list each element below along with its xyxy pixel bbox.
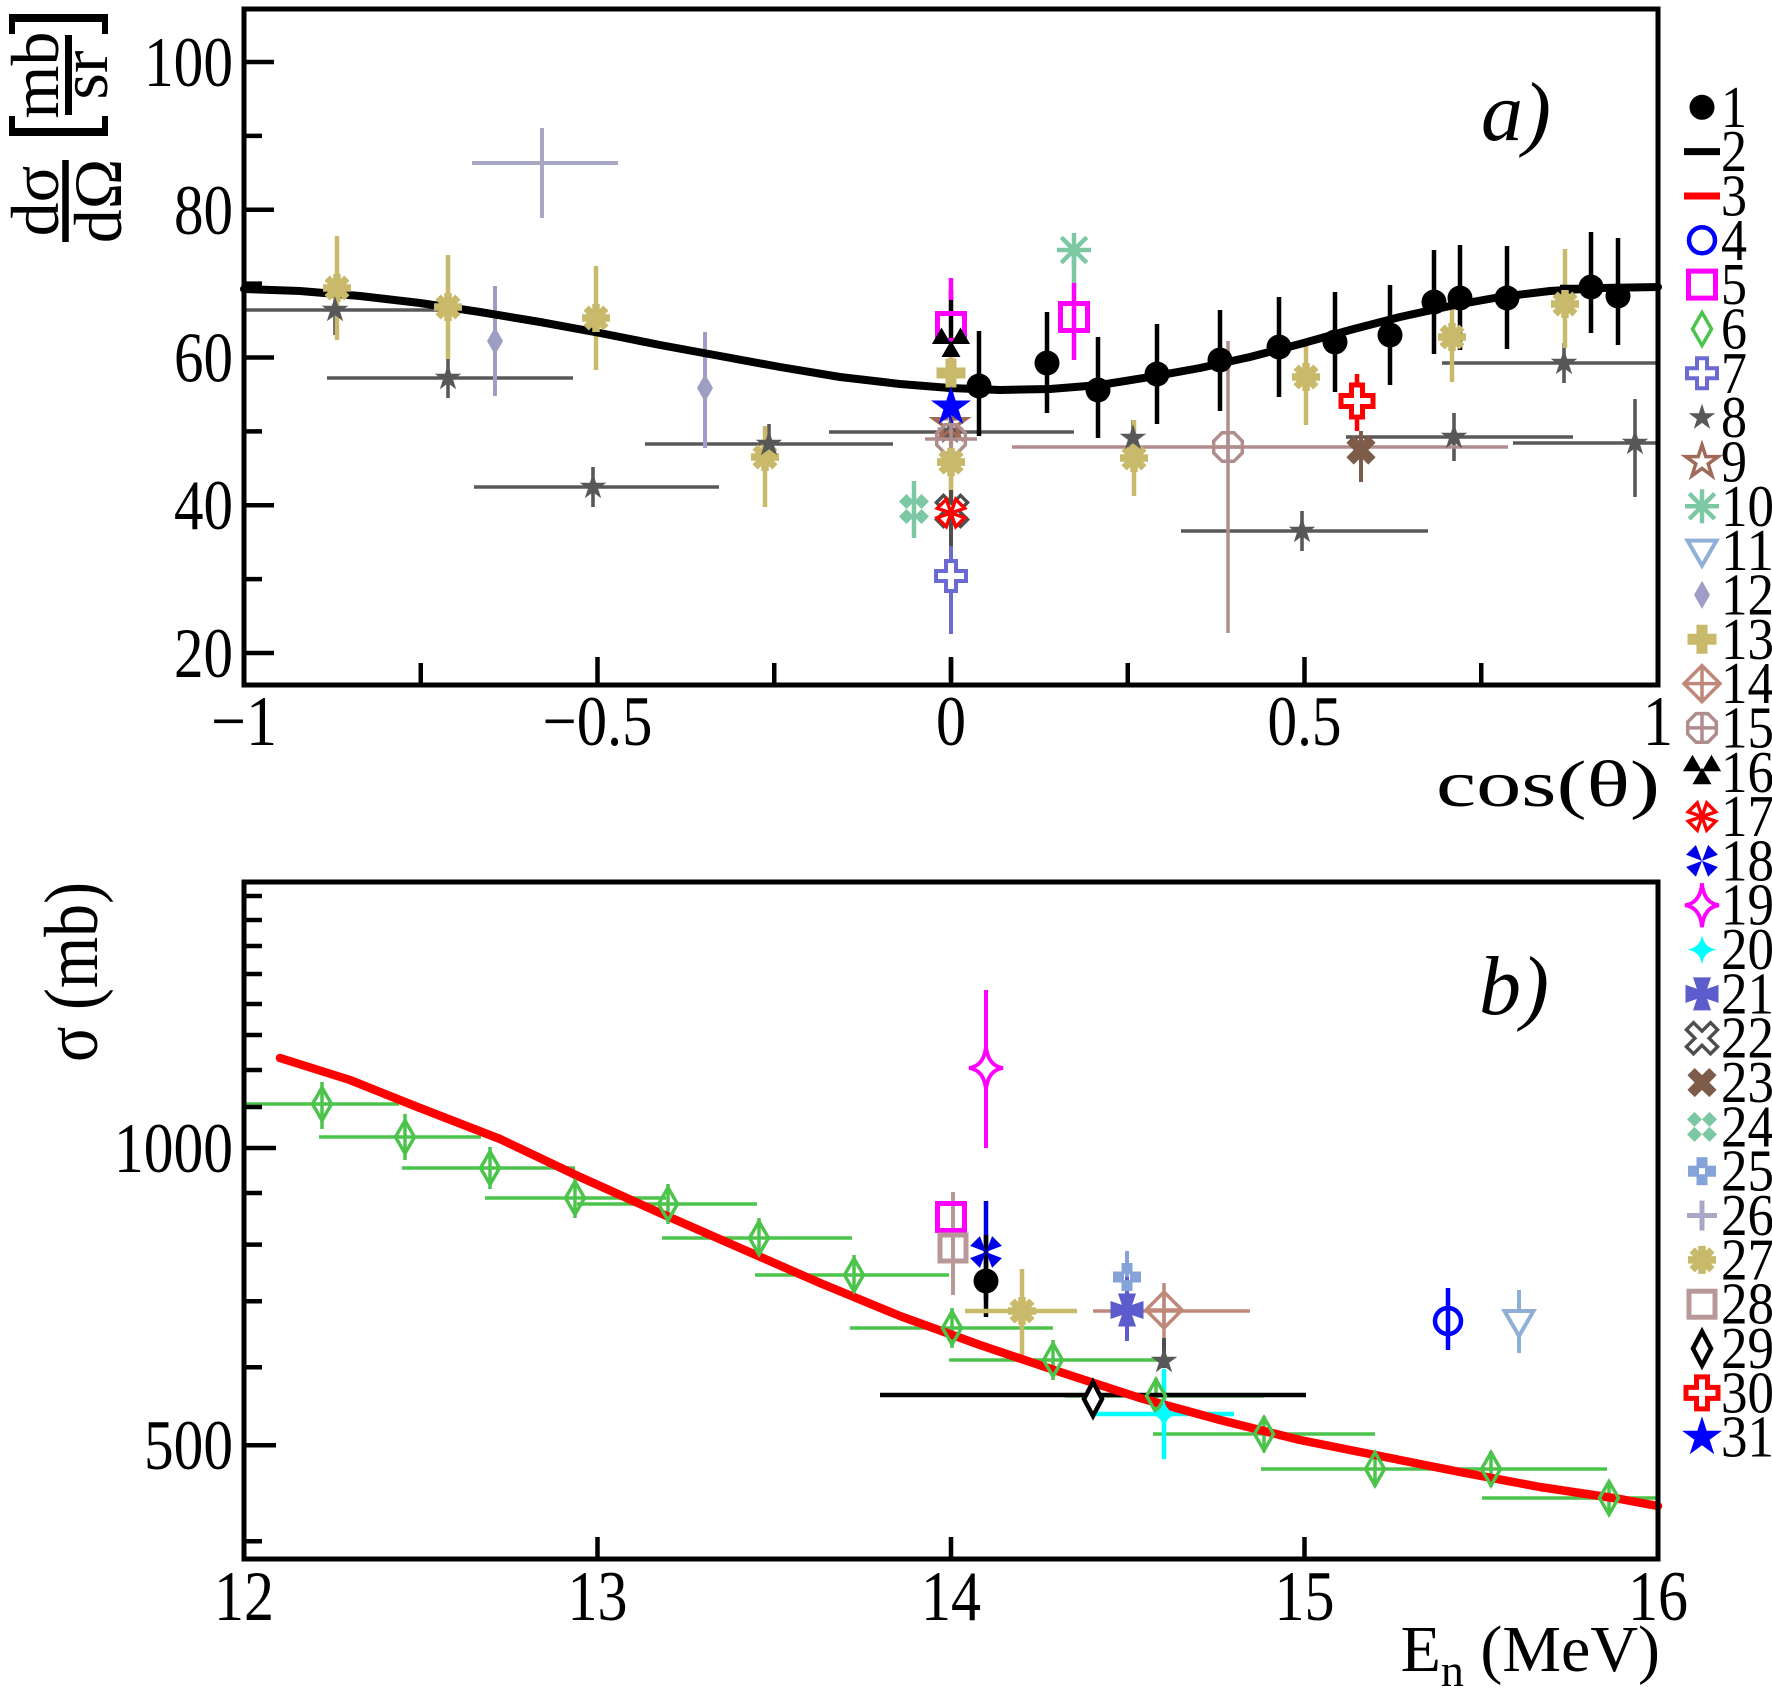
svg-text:dΩ: dΩ: [60, 159, 136, 244]
svg-text:20: 20: [1721, 916, 1772, 982]
svg-text:80: 80: [174, 172, 233, 250]
svg-text:13: 13: [568, 1558, 628, 1636]
svg-text:12: 12: [214, 1558, 274, 1636]
svg-text:dσ: dσ: [0, 166, 73, 237]
svg-text:En (MeV): En (MeV): [1401, 1613, 1660, 1694]
svg-text:15: 15: [1275, 1558, 1335, 1636]
svg-text:0.5: 0.5: [1268, 683, 1342, 761]
svg-text:24: 24: [1721, 1093, 1772, 1159]
svg-text:500: 500: [144, 1407, 233, 1485]
svg-text:22: 22: [1721, 1005, 1772, 1071]
svg-text:0: 0: [936, 683, 966, 761]
svg-text:10: 10: [1721, 473, 1772, 539]
svg-text:19: 19: [1721, 872, 1772, 938]
svg-text:1: 1: [1643, 683, 1673, 761]
svg-text:−0.5: −0.5: [543, 683, 653, 761]
svg-text:3: 3: [1721, 162, 1747, 228]
svg-text:11: 11: [1721, 517, 1772, 583]
svg-text:12: 12: [1721, 561, 1772, 627]
svg-text:cos(θ): cos(θ): [1436, 748, 1660, 821]
svg-text:sr: sr: [46, 50, 122, 99]
svg-text:60: 60: [174, 320, 233, 398]
svg-text:27: 27: [1721, 1226, 1772, 1292]
svg-text:5: 5: [1721, 251, 1747, 317]
svg-text:16: 16: [1721, 739, 1772, 805]
svg-text:8: 8: [1721, 384, 1747, 450]
svg-text:21: 21: [1721, 960, 1772, 1026]
svg-text:31: 31: [1721, 1404, 1772, 1470]
svg-text:a): a): [1481, 66, 1551, 159]
svg-text:1000: 1000: [114, 1110, 233, 1188]
svg-text:23: 23: [1721, 1049, 1772, 1115]
svg-text:20: 20: [174, 615, 233, 693]
svg-text:2: 2: [1721, 118, 1747, 184]
svg-text:b): b): [1479, 940, 1549, 1033]
svg-text:mb: mb: [0, 32, 73, 119]
svg-text:σ (mb): σ (mb): [30, 882, 114, 1062]
svg-text:16: 16: [1628, 1558, 1688, 1636]
svg-text:7: 7: [1721, 340, 1747, 406]
svg-text:6: 6: [1721, 295, 1747, 361]
svg-text:40: 40: [174, 467, 233, 545]
svg-text:13: 13: [1721, 606, 1772, 672]
svg-text:15: 15: [1721, 694, 1772, 760]
svg-text:29: 29: [1721, 1315, 1772, 1381]
svg-text:25: 25: [1721, 1138, 1772, 1204]
svg-text:100: 100: [144, 24, 233, 102]
svg-text:9: 9: [1721, 428, 1747, 494]
svg-text:28: 28: [1721, 1271, 1772, 1337]
svg-text:26: 26: [1721, 1182, 1772, 1248]
svg-text:14: 14: [921, 1558, 981, 1636]
svg-text:1: 1: [1721, 74, 1747, 140]
svg-text:14: 14: [1721, 650, 1772, 716]
svg-text:18: 18: [1721, 827, 1772, 893]
svg-text:4: 4: [1721, 207, 1747, 273]
svg-text:30: 30: [1721, 1359, 1772, 1425]
svg-text:17: 17: [1721, 783, 1772, 849]
svg-text:−1: −1: [211, 683, 277, 761]
